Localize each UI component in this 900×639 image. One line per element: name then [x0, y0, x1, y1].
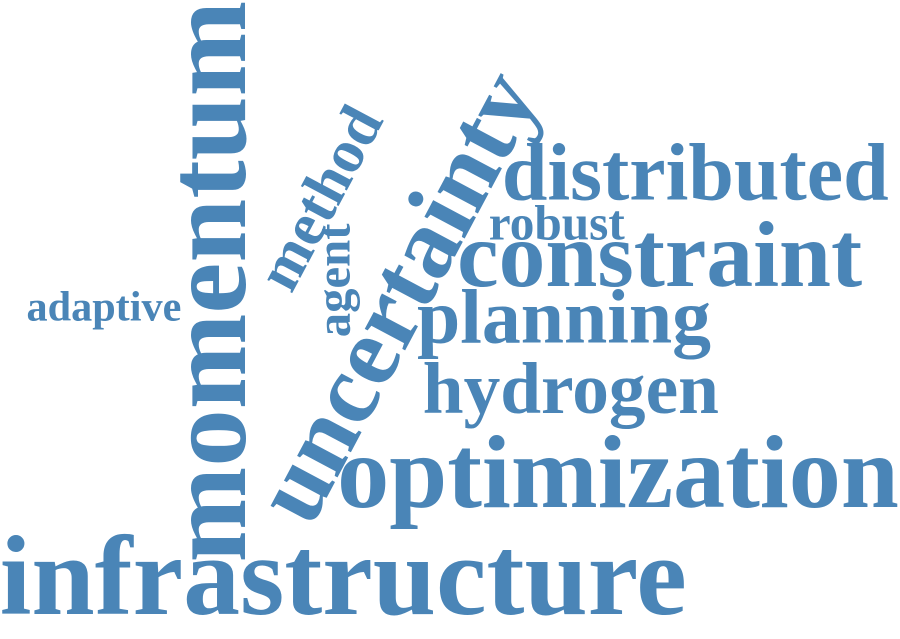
word-constraint: constraint	[457, 203, 863, 307]
word-adaptive: adaptive	[26, 283, 182, 331]
word-agent: agent	[306, 223, 361, 338]
word-planning: planning	[417, 273, 711, 360]
word-momentum: momentum	[143, 0, 270, 563]
word-distributed: distributed	[501, 126, 889, 218]
word-hydrogen: hydrogen	[422, 347, 719, 429]
word-infrastructure: infrastructure	[0, 513, 687, 639]
word-robust: robust	[488, 195, 625, 251]
word-optimization: optimization	[337, 413, 899, 530]
